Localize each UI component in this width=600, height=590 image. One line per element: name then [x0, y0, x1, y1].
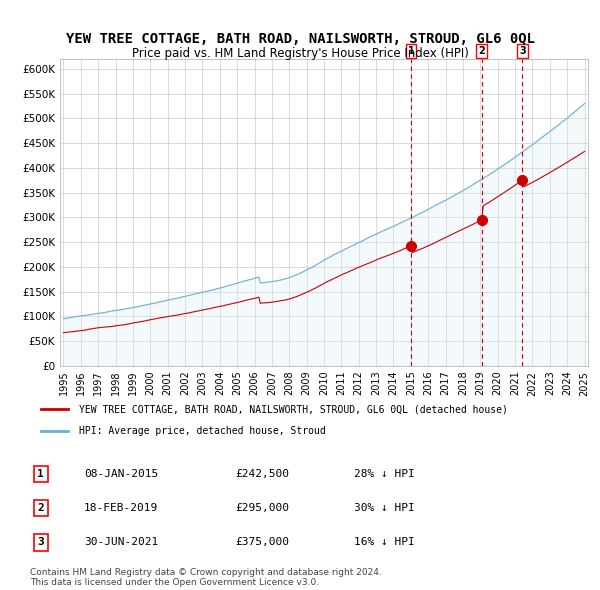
Text: HPI: Average price, detached house, Stroud: HPI: Average price, detached house, Stro…: [79, 427, 325, 437]
Text: Contains HM Land Registry data © Crown copyright and database right 2024.
This d: Contains HM Land Registry data © Crown c…: [30, 568, 382, 587]
Text: 3: 3: [37, 537, 44, 547]
Text: 3: 3: [519, 46, 526, 56]
Text: 28% ↓ HPI: 28% ↓ HPI: [354, 469, 415, 479]
Text: 1: 1: [37, 469, 44, 479]
Text: 30% ↓ HPI: 30% ↓ HPI: [354, 503, 415, 513]
Text: 16% ↓ HPI: 16% ↓ HPI: [354, 537, 415, 547]
Text: £375,000: £375,000: [235, 537, 289, 547]
Text: £295,000: £295,000: [235, 503, 289, 513]
Text: YEW TREE COTTAGE, BATH ROAD, NAILSWORTH, STROUD, GL6 0QL: YEW TREE COTTAGE, BATH ROAD, NAILSWORTH,…: [65, 32, 535, 47]
Text: £242,500: £242,500: [235, 469, 289, 479]
Text: 2: 2: [478, 46, 485, 56]
Text: 18-FEB-2019: 18-FEB-2019: [84, 503, 158, 513]
Text: 08-JAN-2015: 08-JAN-2015: [84, 469, 158, 479]
Text: 1: 1: [407, 46, 414, 56]
Text: 2: 2: [37, 503, 44, 513]
Text: YEW TREE COTTAGE, BATH ROAD, NAILSWORTH, STROUD, GL6 0QL (detached house): YEW TREE COTTAGE, BATH ROAD, NAILSWORTH,…: [79, 404, 508, 414]
Text: Price paid vs. HM Land Registry's House Price Index (HPI): Price paid vs. HM Land Registry's House …: [131, 47, 469, 60]
Text: 30-JUN-2021: 30-JUN-2021: [84, 537, 158, 547]
